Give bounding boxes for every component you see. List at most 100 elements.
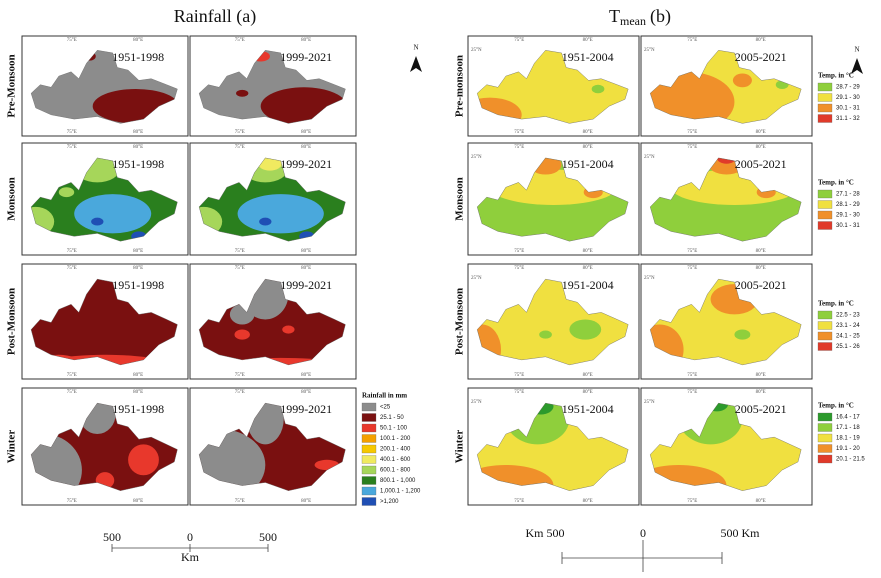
coord-label: 75°E [687, 266, 697, 271]
coord-label: 80°E [583, 145, 593, 150]
coord-label: 75°E [235, 266, 245, 271]
coord-label: 75°E [235, 38, 245, 43]
coord-label: 80°E [756, 130, 766, 135]
scale-label: 500 [259, 530, 277, 544]
legend-swatch [818, 201, 832, 209]
period-label: 1999-2021 [280, 402, 332, 416]
map-panel: 1951-200475°E75°E80°E80°E25°N [463, 264, 639, 379]
map-zone [259, 218, 271, 226]
legend-label: >1,200 [380, 499, 399, 505]
map-zone [569, 319, 601, 339]
map-panel: 1951-199875°E75°E80°E80°E [22, 36, 188, 136]
legend-swatch [818, 190, 832, 198]
coord-label: 75°E [687, 38, 697, 43]
coord-label: 80°E [133, 38, 143, 43]
period-label: 1951-2004 [562, 50, 614, 64]
map-zone [59, 187, 74, 197]
temperature-title: Tmean(b) [609, 6, 671, 28]
coord-label: 80°E [301, 38, 311, 43]
map-zone [74, 194, 151, 233]
legend-label: 30.1 - 31 [836, 223, 860, 229]
legend-swatch [818, 413, 832, 421]
legend-label: 29.1 - 30 [836, 213, 860, 219]
legend-swatch [818, 343, 832, 351]
map-zone [539, 331, 552, 339]
coord-label: 25°N [471, 155, 482, 160]
map-zone [592, 85, 605, 94]
map-panel: 1999-202175°E75°E80°E80°E [190, 264, 358, 382]
coord-label: 75°E [514, 38, 524, 43]
coord-label: 75°E [514, 266, 524, 271]
legend-label: 18.1 - 19 [836, 436, 860, 442]
coord-label: 25°N [644, 400, 655, 405]
legend-swatch [818, 322, 832, 330]
coord-label: 80°E [301, 390, 311, 395]
legend-label: 400.1 - 600 [380, 457, 411, 463]
coord-label: 75°E [67, 499, 77, 504]
legend-title: Temp. in °C [818, 300, 854, 308]
coord-label: 75°E [687, 373, 697, 378]
coord-label: 80°E [583, 499, 593, 504]
period-label: 1951-1998 [112, 402, 164, 416]
coord-label: 75°E [235, 249, 245, 254]
coord-label: 80°E [133, 390, 143, 395]
period-label: 1999-2021 [280, 157, 332, 171]
coord-label: 80°E [583, 390, 593, 395]
coord-label: 75°E [235, 499, 245, 504]
legend-swatch [362, 456, 376, 464]
season-label: Post-Monsoon [454, 288, 466, 355]
legend: Temp. in °C22.5 - 2323.1 - 2424.1 - 2525… [818, 300, 860, 351]
coord-label: 75°E [235, 130, 245, 135]
coord-label: 75°E [67, 390, 77, 395]
coord-label: 75°E [687, 145, 697, 150]
coord-label: 80°E [133, 499, 143, 504]
coord-label: 80°E [301, 130, 311, 135]
map-panel: 1951-1998 75°E 75°E 80°E 80°E [5, 388, 188, 506]
coord-label: 75°E [67, 266, 77, 271]
coord-label: 80°E [133, 249, 143, 254]
coord-label: 80°E [301, 499, 311, 504]
coord-label: 75°E [514, 499, 524, 504]
season-label: Monsoon [6, 177, 18, 220]
legend-swatch [362, 435, 376, 443]
period-label: 1951-2004 [562, 278, 614, 292]
coord-label: 75°E [67, 373, 77, 378]
scale-label: 0 [187, 530, 193, 544]
legend-label: 19.1 - 20 [836, 446, 860, 452]
legend-label: 17.1 - 18 [836, 425, 860, 431]
legend-swatch [818, 211, 832, 219]
coord-label: 75°E [687, 249, 697, 254]
legend-label: 23.1 - 24 [836, 323, 860, 329]
figure: Rainfall (a) Tmean(b) N N 500 0 500 Km K… [0, 0, 881, 578]
coord-label: 75°E [67, 130, 77, 135]
coord-label: 25°N [644, 48, 655, 53]
legend-label: 16.4 - 17 [836, 415, 860, 421]
season-label: Pre-Monsoon [6, 54, 18, 117]
coord-label: 75°E [514, 145, 524, 150]
period-label: 1951-2004 [562, 157, 614, 171]
coord-label: 80°E [583, 38, 593, 43]
coord-label: 75°E [514, 390, 524, 395]
period-label: 2005-2021 [735, 402, 787, 416]
legend-swatch [362, 414, 376, 422]
legend-swatch [818, 455, 832, 463]
map-zone [238, 194, 324, 233]
legend-swatch [362, 498, 376, 506]
coord-label: 75°E [687, 130, 697, 135]
season-label: Post-Monsoon [6, 288, 18, 355]
map-zone [734, 330, 750, 340]
legend-label: 28.1 - 29 [836, 202, 860, 208]
coord-label: 80°E [756, 145, 766, 150]
season-label: Monsoon [454, 177, 466, 220]
scale-label: Km 500 [526, 526, 565, 540]
coord-label: 25°N [644, 155, 655, 160]
coord-label: 25°N [471, 400, 482, 405]
coord-label: 80°E [301, 249, 311, 254]
coord-label: 75°E [67, 145, 77, 150]
map-zone [91, 218, 103, 226]
map-panel: 2005-202175°E75°E80°E80°E25°N [631, 388, 812, 506]
legend-label: 20.1 - 21.5 [836, 457, 865, 463]
